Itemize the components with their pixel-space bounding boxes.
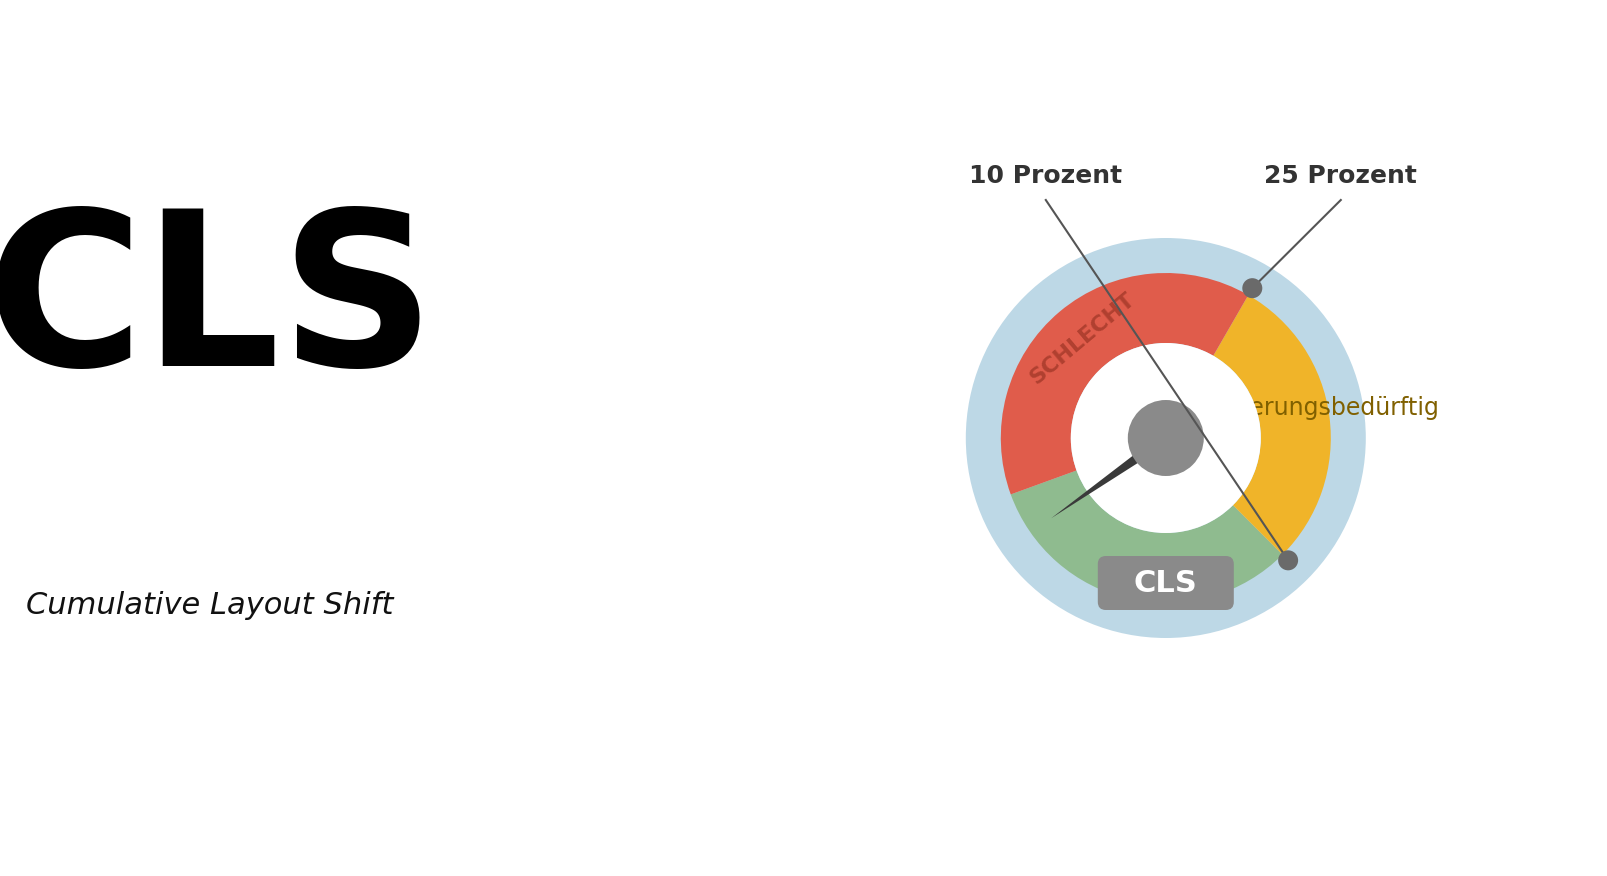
Circle shape	[1127, 400, 1204, 476]
Text: Optimierungsbedürftig: Optimierungsbedürftig	[1170, 396, 1438, 420]
Circle shape	[1070, 343, 1260, 533]
Text: GUT: GUT	[1110, 549, 1163, 580]
Wedge shape	[1000, 273, 1247, 494]
Wedge shape	[1011, 470, 1282, 603]
FancyBboxPatch shape	[1098, 556, 1233, 610]
Text: 25 Prozent: 25 Prozent	[1263, 164, 1416, 188]
Wedge shape	[1213, 295, 1331, 555]
Text: SCHLECHT: SCHLECHT	[1025, 289, 1138, 388]
Text: Cumulative Layout Shift: Cumulative Layout Shift	[26, 591, 394, 620]
Text: CLS: CLS	[1133, 569, 1197, 597]
Circle shape	[1242, 279, 1261, 298]
Text: 10 Prozent: 10 Prozent	[969, 164, 1122, 188]
Polygon shape	[1051, 433, 1168, 519]
Text: CLS: CLS	[0, 201, 435, 411]
Circle shape	[966, 238, 1364, 638]
Circle shape	[1278, 550, 1297, 570]
Polygon shape	[1162, 424, 1186, 443]
